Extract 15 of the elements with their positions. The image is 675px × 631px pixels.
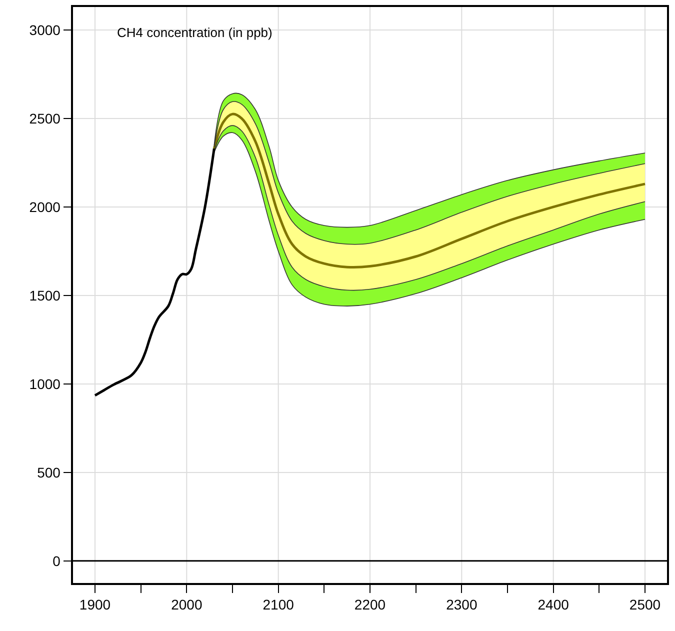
y-tick-label: 3000 (29, 22, 61, 38)
annotation: CH4 concentration (in ppb) (117, 25, 272, 40)
y-tick-label: 1500 (29, 287, 61, 304)
x-tick-label: 2200 (354, 596, 386, 613)
x-tick-label: 1900 (79, 596, 111, 613)
x-tick-label: 2000 (171, 596, 202, 613)
y-tick-label: 2000 (29, 198, 61, 215)
x-tick-label: 2500 (629, 596, 661, 613)
x-tick-label: 2300 (446, 596, 478, 613)
y-tick-label: 1000 (29, 376, 61, 392)
y-tick-label: 500 (37, 464, 61, 480)
x-tick-label: 2400 (538, 596, 570, 613)
y-tick-label: 0 (52, 552, 61, 569)
y-tick-label: 2500 (29, 110, 61, 126)
x-tick-label: 2100 (262, 596, 294, 613)
